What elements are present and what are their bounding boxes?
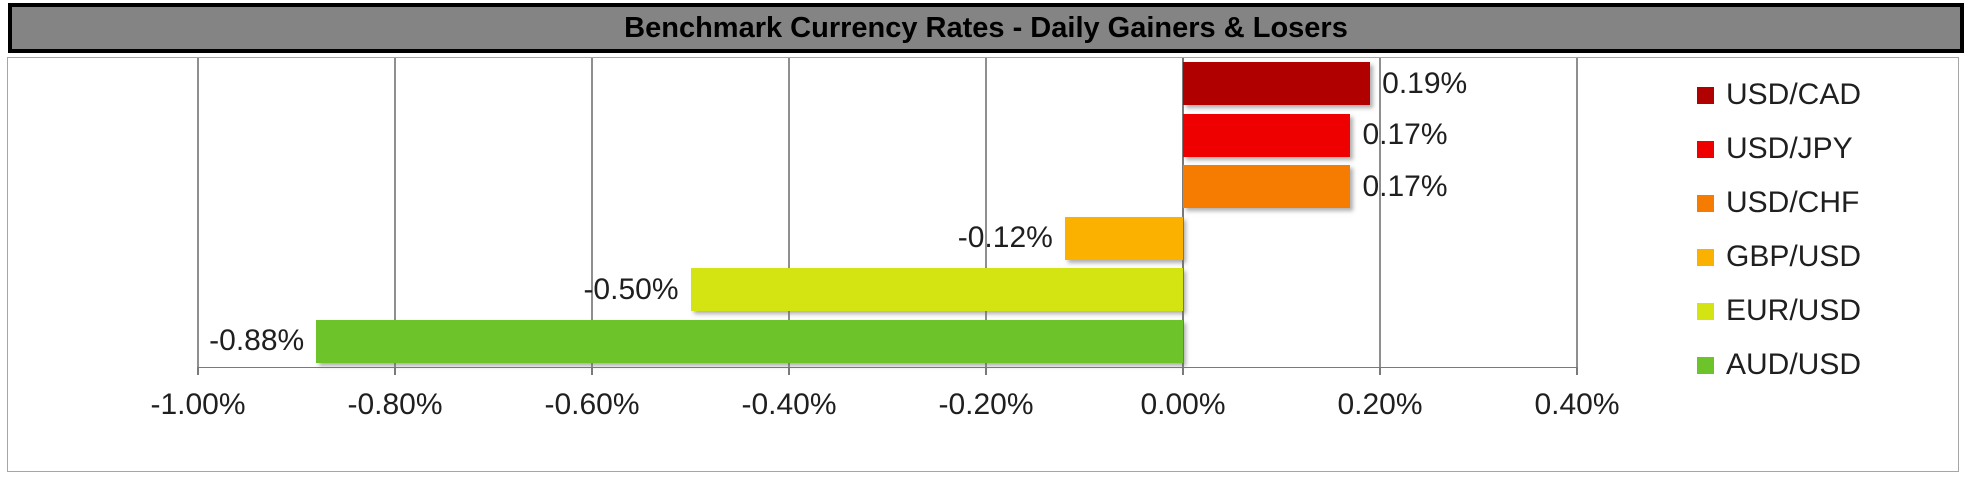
axis-tick-mark: [197, 367, 199, 375]
axis-tick-mark: [1379, 367, 1381, 375]
legend-item-aud-usd: AUD/USD: [1697, 338, 1861, 392]
axis-tick-mark: [1576, 367, 1578, 375]
legend-item-usd-chf: USD/CHF: [1697, 176, 1861, 230]
data-label-usd-jpy: 0.17%: [1362, 118, 1448, 152]
legend-item-gbp-usd: GBP/USD: [1697, 230, 1861, 284]
data-label-gbp-usd: -0.12%: [957, 221, 1053, 255]
bar-eur-usd: [690, 268, 1183, 312]
x-axis-tick-label: -0.60%: [544, 388, 640, 421]
chart-title: Benchmark Currency Rates - Daily Gainers…: [624, 11, 1348, 44]
zero-gridline: [1182, 58, 1184, 367]
axis-tick-mark: [1182, 367, 1184, 375]
axis-tick-mark: [985, 367, 987, 375]
bar-usd-chf: [1183, 165, 1351, 209]
x-axis-tick-label: -0.20%: [938, 388, 1034, 421]
legend-color-swatch: [1697, 194, 1714, 212]
axis-tick-mark: [394, 367, 396, 375]
bar-gbp-usd: [1064, 216, 1183, 260]
gridline: [1576, 58, 1578, 367]
bar-aud-usd: [316, 319, 1183, 363]
legend-label: USD/CAD: [1726, 78, 1862, 111]
legend-color-swatch: [1697, 356, 1714, 374]
legend-color-swatch: [1697, 302, 1714, 320]
x-axis-tick-label: -1.00%: [150, 388, 246, 421]
axis-tick-mark: [788, 367, 790, 375]
x-axis-tick-label: 0.40%: [1534, 388, 1620, 421]
legend-label: AUD/USD: [1726, 348, 1862, 381]
legend-label: USD/CHF: [1726, 186, 1860, 219]
legend-color-swatch: [1697, 86, 1714, 104]
gridline: [591, 58, 593, 367]
legend-label: GBP/USD: [1726, 240, 1862, 273]
legend: USD/CAD USD/JPY USD/CHF GBP/USD EUR/USD AUD/U…: [1697, 68, 1861, 392]
x-axis-tick-labels: -1.00% -0.80% -0.60% -0.40% -0.20% 0.00% 0.20%…: [150, 388, 1619, 424]
gridline: [394, 58, 396, 367]
data-label-eur-usd: -0.50%: [583, 272, 679, 306]
legend-label: USD/JPY: [1726, 132, 1853, 165]
axis-tick-mark: [591, 367, 593, 375]
chart-frame: [7, 57, 1959, 472]
gridline: [985, 58, 987, 367]
legend-item-usd-cad: USD/CAD: [1697, 68, 1861, 122]
x-axis-line: [198, 366, 1577, 368]
chart-title-bar: Benchmark Currency Rates - Daily Gainers…: [8, 3, 1964, 53]
x-axis-tick-label: 0.20%: [1337, 388, 1423, 421]
data-label-usd-cad: 0.19%: [1382, 66, 1468, 100]
legend-item-eur-usd: EUR/USD: [1697, 284, 1861, 338]
data-label-aud-usd: -0.88%: [209, 324, 305, 358]
legend-color-swatch: [1697, 248, 1714, 266]
legend-color-swatch: [1697, 140, 1714, 158]
bar-usd-jpy: [1183, 113, 1351, 157]
x-axis-tick-label: -0.80%: [347, 388, 443, 421]
gridline: [197, 58, 199, 367]
gridline: [1379, 58, 1381, 367]
plot-area: 0.19% 0.17% 0.17% -0.12% -0.50% -0.88%: [197, 58, 1578, 375]
gridline: [788, 58, 790, 367]
data-label-usd-chf: 0.17%: [1362, 169, 1448, 203]
x-axis-tick-label: -0.40%: [741, 388, 837, 421]
legend-label: EUR/USD: [1726, 294, 1862, 327]
legend-item-usd-jpy: USD/JPY: [1697, 122, 1861, 176]
x-axis-tick-label: 0.00%: [1140, 388, 1226, 421]
bar-usd-cad: [1183, 62, 1371, 106]
